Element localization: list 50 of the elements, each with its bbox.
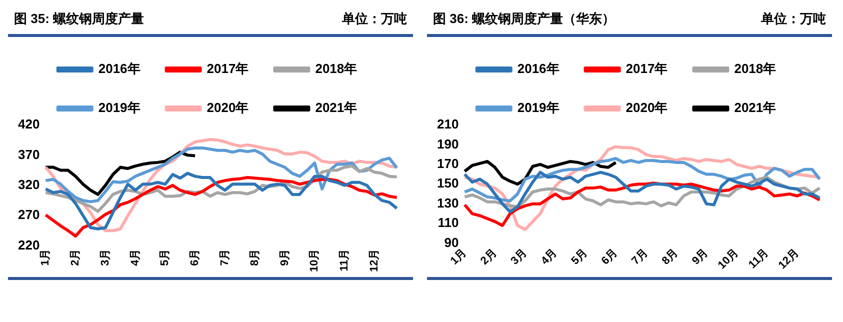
legend-label: 2021年 (315, 100, 358, 116)
legend-label: 2020年 (626, 100, 668, 116)
x-tick-label: 8月 (660, 246, 680, 268)
x-tick-label: 10月 (716, 246, 741, 272)
x-tick-label: 3月 (508, 246, 530, 268)
y-tick-label: 220 (18, 237, 40, 252)
y-tick-label: 130 (436, 195, 459, 210)
chart-title: 图 35: 螺纹钢周度产量 (14, 10, 144, 28)
chart-title: 图 36: 螺纹钢周度产量（华东） (433, 10, 616, 28)
x-tick-label: 7月 (219, 248, 232, 266)
x-tick-label: 1月 (40, 248, 52, 266)
x-tick-label: 5月 (159, 248, 172, 266)
legend-label: 2019年 (517, 100, 560, 116)
x-tick-label: 11月 (746, 246, 772, 272)
legend-label: 2020年 (206, 100, 249, 116)
legend-label: 2016年 (98, 61, 140, 76)
x-tick-label: 9月 (690, 246, 711, 268)
x-tick-label: 3月 (99, 248, 112, 266)
y-tick-label: 370 (18, 146, 40, 162)
legend-label: 2017年 (206, 61, 249, 76)
y-tick-label: 270 (18, 207, 40, 222)
x-tick-label: 7月 (630, 246, 650, 268)
x-tick-label: 10月 (308, 248, 321, 272)
legend-label: 2019年 (98, 100, 140, 116)
y-tick-label: 210 (436, 116, 459, 132)
x-tick-label: 6月 (189, 248, 202, 266)
x-tick-label: 12月 (776, 246, 802, 272)
legend-label: 2018年 (734, 61, 776, 76)
legend-label: 2021年 (734, 100, 776, 116)
legend-label: 2018年 (315, 61, 358, 76)
chart-subtitle: 单位：万吨 (761, 10, 826, 28)
x-tick-label: 2月 (478, 246, 500, 268)
x-tick-label: 8月 (248, 248, 261, 266)
x-tick-label: 4月 (538, 246, 560, 268)
y-tick-label: 420 (18, 116, 40, 132)
x-tick-label: 9月 (278, 248, 291, 266)
y-tick-label: 320 (18, 176, 40, 192)
y-tick-label: 190 (436, 136, 459, 152)
x-tick-label: 4月 (129, 248, 142, 266)
x-tick-label: 11月 (338, 248, 351, 272)
x-tick-label: 5月 (569, 246, 590, 268)
x-tick-label: 12月 (368, 248, 380, 272)
chart-subtitle: 单位：万吨 (342, 10, 407, 28)
y-tick-label: 170 (436, 156, 459, 171)
y-tick-label: 150 (436, 176, 459, 191)
legend-label: 2017年 (626, 61, 668, 76)
x-tick-label: 6月 (599, 246, 620, 268)
x-tick-label: 2月 (70, 248, 82, 266)
y-tick-label: 110 (438, 215, 459, 230)
legend-label: 2016年 (517, 61, 560, 76)
